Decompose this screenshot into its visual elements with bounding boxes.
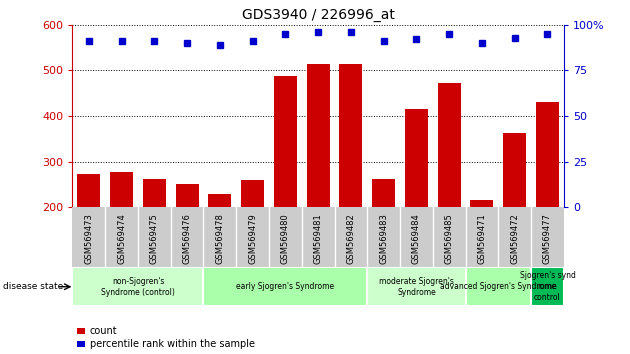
Text: GSM569479: GSM569479	[248, 213, 257, 264]
Bar	[209, 194, 231, 207]
Text: disease state: disease state	[3, 282, 64, 291]
Bar	[203, 267, 367, 306]
Bar	[72, 267, 203, 306]
Text: GSM569482: GSM569482	[346, 213, 355, 264]
Text: GSM569483: GSM569483	[379, 213, 388, 264]
Text: moderate Sjogren's
Syndrome: moderate Sjogren's Syndrome	[379, 277, 454, 297]
Bar	[536, 102, 559, 207]
Bar	[307, 64, 329, 207]
Bar	[143, 179, 166, 207]
Text: non-Sjogren's
Syndrome (control): non-Sjogren's Syndrome (control)	[101, 277, 175, 297]
Text: GSM569478: GSM569478	[215, 213, 224, 264]
Text: GSM569473: GSM569473	[84, 213, 93, 264]
Bar	[531, 267, 564, 306]
Bar	[274, 76, 297, 207]
Text: GSM569480: GSM569480	[281, 213, 290, 264]
Legend: count, percentile rank within the sample: count, percentile rank within the sample	[77, 326, 255, 349]
Text: early Sjogren's Syndrome: early Sjogren's Syndrome	[236, 282, 335, 291]
Text: GSM569481: GSM569481	[314, 213, 323, 264]
Bar	[438, 83, 461, 207]
Bar	[110, 172, 133, 207]
Bar	[77, 174, 100, 207]
Text: advanced Sjogren's Syndrome: advanced Sjogren's Syndrome	[440, 282, 556, 291]
Text: GSM569474: GSM569474	[117, 213, 126, 264]
Text: GSM569484: GSM569484	[412, 213, 421, 264]
Bar	[367, 267, 466, 306]
Text: Sjogren's synd
rome
control: Sjogren's synd rome control	[520, 271, 575, 302]
Bar	[340, 64, 362, 207]
Bar	[503, 133, 526, 207]
Bar	[466, 267, 531, 306]
Bar	[372, 179, 395, 207]
Bar	[241, 180, 264, 207]
Bar	[176, 184, 198, 207]
Text: GSM569485: GSM569485	[445, 213, 454, 264]
Title: GDS3940 / 226996_at: GDS3940 / 226996_at	[242, 8, 394, 22]
Bar	[471, 200, 493, 207]
Text: GSM569471: GSM569471	[478, 213, 486, 264]
Bar	[405, 109, 428, 207]
Text: GSM569472: GSM569472	[510, 213, 519, 264]
Text: GSM569475: GSM569475	[150, 213, 159, 264]
Text: GSM569476: GSM569476	[183, 213, 192, 264]
Text: GSM569477: GSM569477	[543, 213, 552, 264]
